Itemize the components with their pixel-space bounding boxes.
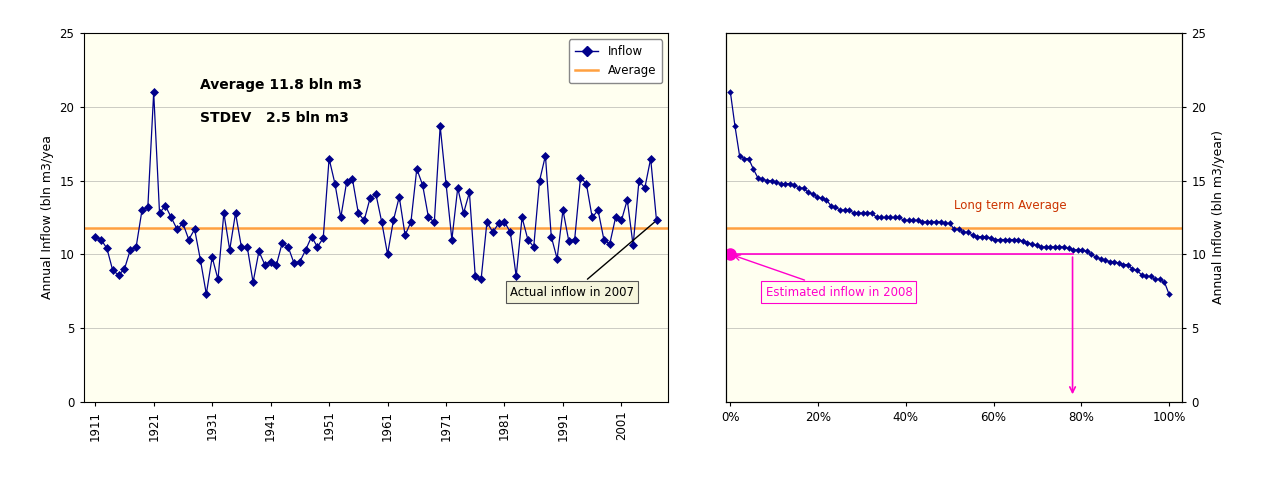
Legend: Inflow, Average: Inflow, Average	[569, 39, 662, 83]
Text: Long term Average: Long term Average	[953, 199, 1067, 212]
Y-axis label: Annual Inflow (bln m3/year): Annual Inflow (bln m3/year)	[1212, 130, 1225, 304]
Text: Average 11.8 bln m3: Average 11.8 bln m3	[200, 77, 362, 92]
Y-axis label: Annual Inflow (bln m3/yea: Annual Inflow (bln m3/yea	[41, 135, 54, 300]
Text: STDEV   2.5 bln m3: STDEV 2.5 bln m3	[200, 111, 350, 125]
Text: Actual inflow in 2007: Actual inflow in 2007	[510, 222, 654, 299]
Text: Estimated inflow in 2008: Estimated inflow in 2008	[735, 255, 912, 299]
